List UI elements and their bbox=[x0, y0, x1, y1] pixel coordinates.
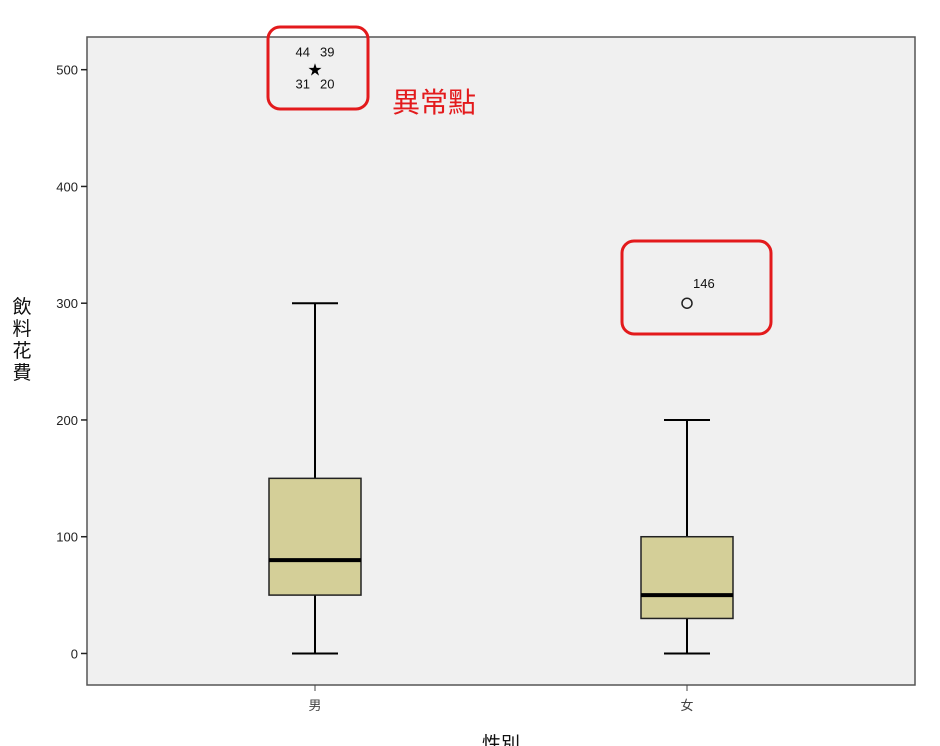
y-axis-title-char: 料 bbox=[12, 318, 31, 340]
extreme-point: ★ bbox=[307, 61, 322, 81]
y-tick-label: 300 bbox=[56, 296, 78, 311]
outlier-label: 146 bbox=[693, 276, 715, 291]
box-女: 146 bbox=[640, 276, 734, 655]
y-tick-label: 500 bbox=[56, 63, 78, 78]
extreme-label: 39 bbox=[320, 45, 334, 60]
extreme-label: 44 bbox=[296, 45, 310, 60]
annotation-text: 異常點 bbox=[392, 86, 476, 119]
x-tick-label: 男 bbox=[308, 699, 321, 714]
annotation-layer: 異常點 bbox=[266, 25, 773, 336]
x-tick-label: 女 bbox=[680, 698, 693, 714]
extreme-label: 31 bbox=[296, 77, 310, 92]
box-iqr bbox=[268, 477, 362, 596]
y-axis: 0 100 200 300 400 500 bbox=[56, 63, 87, 661]
y-axis-title-char: 飲 bbox=[12, 296, 31, 318]
y-tick-label: 400 bbox=[56, 179, 78, 194]
y-tick-label: 100 bbox=[56, 530, 78, 545]
y-tick-label: 200 bbox=[56, 413, 78, 428]
y-axis-title-char: 費 bbox=[12, 362, 31, 384]
outlier-highlight-box bbox=[620, 239, 773, 336]
box-series: ★44 39 31 20 146 bbox=[268, 45, 734, 655]
extreme-highlight-box bbox=[266, 25, 370, 111]
outlier-point bbox=[681, 297, 693, 309]
y-axis-title-char: 花 bbox=[12, 340, 31, 362]
y-tick-label: 0 bbox=[71, 646, 78, 661]
extreme-label: 20 bbox=[320, 77, 334, 92]
box-男: ★44 39 31 20 bbox=[268, 45, 362, 655]
x-axis-title: 性別 bbox=[482, 733, 520, 746]
y-axis-title: 飲料花費 bbox=[12, 296, 31, 384]
box-iqr bbox=[640, 535, 734, 620]
x-axis: 男女 bbox=[308, 685, 694, 714]
plot-area bbox=[86, 36, 916, 686]
